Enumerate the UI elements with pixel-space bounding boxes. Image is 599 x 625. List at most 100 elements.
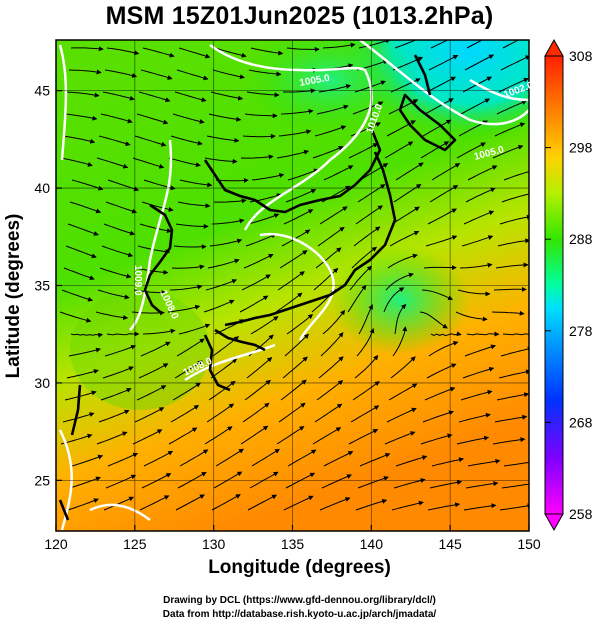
streamline bbox=[426, 76, 457, 93]
streamline bbox=[316, 104, 349, 115]
streamline bbox=[142, 47, 175, 58]
streamline bbox=[60, 157, 93, 167]
streamline bbox=[208, 113, 242, 122]
streamline bbox=[348, 429, 379, 445]
streamline bbox=[427, 208, 458, 225]
streamline bbox=[178, 323, 211, 335]
streamline bbox=[391, 206, 420, 225]
streamline bbox=[175, 494, 205, 511]
y-tick-label: 40 bbox=[34, 180, 50, 196]
streamline bbox=[392, 326, 408, 357]
colorbar: 258 268 278 288 298 308 bbox=[544, 38, 593, 532]
streamline bbox=[246, 357, 273, 379]
streamline bbox=[320, 332, 344, 357]
streamline bbox=[212, 69, 245, 80]
streamline bbox=[206, 403, 235, 423]
streamline bbox=[177, 201, 211, 209]
streamline bbox=[105, 201, 138, 214]
streamline bbox=[386, 407, 417, 423]
streamline bbox=[107, 452, 139, 467]
streamline bbox=[359, 453, 391, 467]
streamline bbox=[278, 129, 312, 137]
streamline bbox=[106, 331, 140, 337]
y-tick-label: 45 bbox=[34, 83, 50, 99]
streamline bbox=[142, 328, 176, 335]
streamline bbox=[314, 125, 347, 137]
streamline bbox=[322, 309, 346, 335]
streamline bbox=[318, 356, 344, 379]
streamline bbox=[465, 481, 499, 489]
streamline bbox=[391, 500, 424, 511]
streamline bbox=[357, 476, 389, 489]
chart-title: MSM 15Z01Jun2025 (1013.2hPa) bbox=[105, 2, 494, 30]
streamline bbox=[68, 347, 102, 357]
streamline bbox=[246, 91, 280, 98]
streamline bbox=[175, 223, 209, 229]
streamline bbox=[61, 289, 93, 302]
streamline bbox=[459, 262, 493, 269]
streamline bbox=[312, 427, 342, 445]
streamline bbox=[66, 369, 99, 379]
credit-line-1: Drawing by DCL (https://www.gfd-dennou.o… bbox=[163, 595, 436, 606]
streamline bbox=[323, 165, 354, 181]
streamline bbox=[213, 198, 247, 204]
streamline bbox=[319, 206, 348, 225]
streamline bbox=[214, 47, 247, 58]
streamline bbox=[492, 144, 524, 159]
streamline bbox=[242, 133, 276, 139]
streamline bbox=[132, 157, 165, 169]
streamline bbox=[241, 274, 271, 291]
streamline bbox=[107, 179, 140, 192]
streamline bbox=[172, 382, 201, 401]
streamline bbox=[139, 495, 170, 511]
streamline bbox=[141, 201, 174, 212]
colorbar-tick-label: 288 bbox=[569, 231, 593, 247]
streamline bbox=[141, 473, 172, 489]
gridlines bbox=[56, 40, 529, 531]
streamline bbox=[67, 223, 99, 236]
streamline bbox=[501, 191, 529, 203]
x-tick-label: 130 bbox=[202, 536, 226, 552]
streamline bbox=[244, 113, 278, 119]
streamline bbox=[247, 494, 278, 511]
streamline bbox=[496, 392, 529, 401]
streamline bbox=[388, 383, 418, 401]
streamline bbox=[422, 119, 452, 137]
x-tick-label: 120 bbox=[44, 536, 68, 552]
streamline bbox=[500, 346, 529, 357]
streamline bbox=[68, 69, 102, 75]
streamline bbox=[428, 54, 459, 71]
streamline bbox=[279, 250, 308, 269]
streamline bbox=[167, 304, 201, 313]
streamline bbox=[207, 258, 240, 269]
streamline bbox=[424, 386, 456, 401]
streamline bbox=[66, 91, 100, 98]
streamline bbox=[211, 218, 245, 225]
streamline bbox=[210, 91, 244, 101]
streamline bbox=[104, 344, 137, 357]
streamline bbox=[460, 389, 493, 401]
streamline bbox=[143, 450, 174, 467]
streamline bbox=[103, 496, 135, 511]
streamline bbox=[419, 311, 448, 329]
streamline bbox=[171, 264, 205, 270]
streamline bbox=[210, 358, 238, 379]
streamline bbox=[97, 289, 130, 300]
streamline bbox=[104, 69, 138, 78]
streamline bbox=[430, 40, 449, 49]
streamline bbox=[136, 385, 167, 401]
streamline bbox=[176, 338, 205, 357]
streamline bbox=[174, 360, 203, 379]
colorbar-tick-label: 278 bbox=[569, 323, 593, 339]
streamline bbox=[244, 379, 271, 401]
streamline bbox=[315, 247, 342, 269]
colorbar-gradient bbox=[544, 55, 564, 515]
y-axis-label: Latitude (degrees) bbox=[3, 213, 24, 379]
streamline bbox=[143, 179, 176, 191]
streamline bbox=[251, 448, 281, 467]
y-tick-label: 35 bbox=[34, 278, 50, 294]
streamline bbox=[425, 235, 458, 247]
x-tick-label: 125 bbox=[123, 536, 147, 552]
streamline bbox=[428, 341, 459, 357]
streamline bbox=[312, 146, 344, 159]
